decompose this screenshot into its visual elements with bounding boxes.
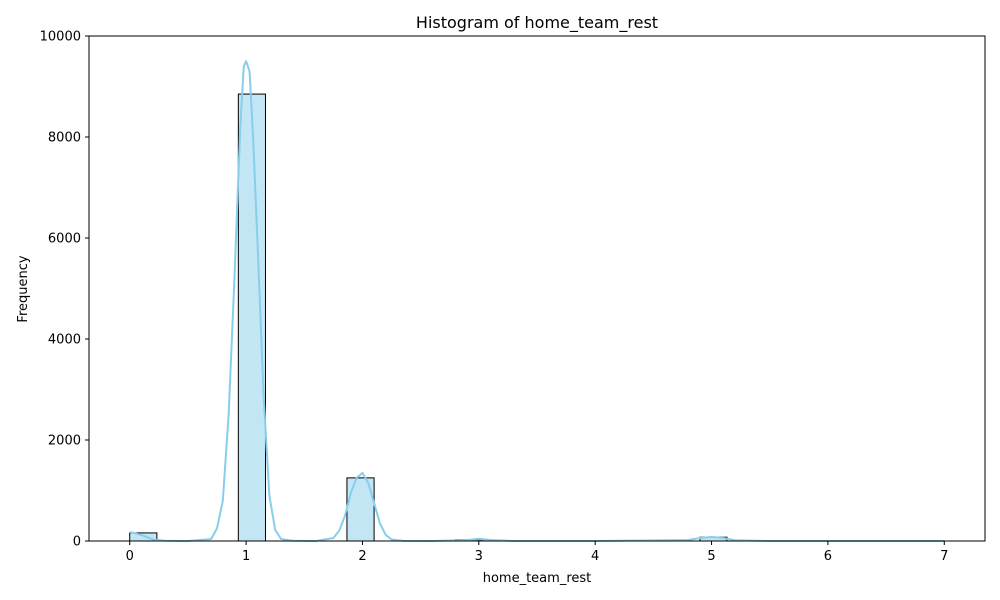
y-tick-label: 6000 [48, 232, 81, 247]
x-tick-label: 3 [475, 549, 483, 564]
x-tick-label: 0 [126, 549, 134, 564]
x-axis: 0 1 2 3 4 5 6 7 [126, 541, 948, 564]
x-tick-label: 4 [591, 549, 599, 564]
x-tick-label: 2 [358, 549, 366, 564]
y-tick-label: 10000 [40, 30, 81, 45]
x-tick-label: 7 [940, 549, 948, 564]
chart-title: Histogram of home_team_rest [416, 13, 658, 33]
x-axis-label: home_team_rest [483, 571, 592, 586]
x-tick-label: 1 [242, 549, 250, 564]
x-tick-label: 5 [707, 549, 715, 564]
y-tick-label: 0 [73, 535, 81, 550]
y-tick-label: 4000 [48, 333, 81, 348]
y-tick-label: 8000 [48, 131, 81, 146]
plot-frame [88, 35, 986, 542]
y-axis: 0 2000 4000 6000 8000 10000 [40, 30, 89, 550]
y-axis-label: Frequency [16, 255, 31, 322]
y-tick-label: 2000 [48, 434, 81, 449]
x-tick-label: 6 [824, 549, 832, 564]
